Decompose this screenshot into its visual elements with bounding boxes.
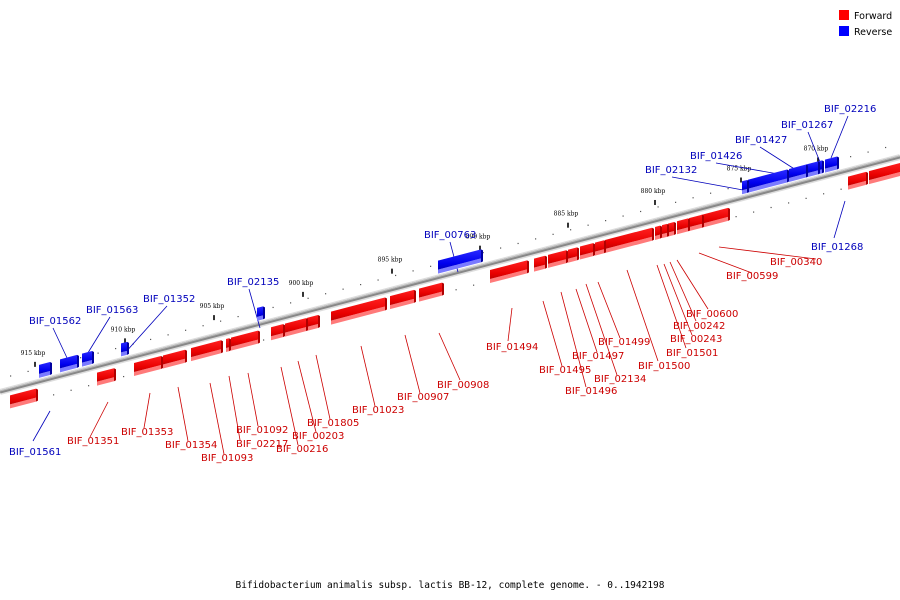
gene-label-bif-02135[interactable]: BIF_02135 (227, 277, 279, 288)
BIF_01427-feature[interactable] (806, 161, 820, 178)
gene-label-bif-00203[interactable]: BIF_00203 (292, 431, 344, 442)
gene-label-bif-01805[interactable]: BIF_01805 (307, 418, 359, 429)
BIF_01805-feature[interactable] (307, 314, 320, 331)
BIF_01563-feature[interactable] (82, 350, 94, 367)
gene-label-bif-01562[interactable]: BIF_01562 (29, 316, 81, 327)
BIF_01497-feature[interactable] (568, 247, 579, 263)
BIF_01352-feature[interactable] (121, 341, 129, 357)
BIF_01353-feature[interactable] (134, 355, 163, 377)
legend-reverse-label: Reverse (854, 27, 892, 38)
gene-label-bif-00242[interactable]: BIF_00242 (673, 321, 725, 332)
legend-forward-label: Forward (854, 11, 892, 22)
gene-label-bif-02132[interactable]: BIF_02132 (645, 165, 697, 176)
BIF_01093-feature[interactable] (191, 340, 223, 362)
gene-label-bif-00763[interactable]: BIF_00763 (424, 230, 476, 241)
gene-label-bif-01352[interactable]: BIF_01352 (143, 294, 195, 305)
tick-label: 895 kbp (378, 257, 403, 264)
gene-label-bif-01497[interactable]: BIF_01497 (572, 351, 624, 362)
tick-label: 910 kbp (111, 326, 136, 333)
gene-label-bif-01494[interactable]: BIF_01494 (486, 342, 538, 353)
genome-caption: Bifidobacterium animalis subsp. lactis B… (236, 580, 665, 591)
BIF_01500-feature[interactable] (605, 227, 654, 254)
gene-label-bif-01267[interactable]: BIF_01267 (781, 120, 833, 131)
gene-label-bif-01426[interactable]: BIF_01426 (690, 151, 742, 162)
gene-label-bif-01354[interactable]: BIF_01354 (165, 440, 217, 451)
gene-label-bif-01092[interactable]: BIF_01092 (236, 425, 288, 436)
tick-label: 875 kbp (727, 166, 752, 173)
BIF_01426-feature[interactable] (789, 164, 808, 182)
tick-label: 885 kbp (554, 211, 579, 218)
gene-label-bif-00216[interactable]: BIF_00216 (276, 444, 328, 455)
BIF_01494-feature[interactable] (490, 260, 529, 284)
BIF_00242-feature[interactable] (668, 222, 676, 237)
gene-label-bif-01023[interactable]: BIF_01023 (352, 405, 404, 416)
BIF_01354-feature[interactable] (163, 349, 187, 369)
BIF_02216-feature[interactable] (825, 156, 839, 173)
BIF_00216-feature[interactable] (271, 324, 285, 341)
tick-label: 900 kbp (289, 280, 314, 287)
gene-label-bif-01499[interactable]: BIF_01499 (598, 337, 650, 348)
legend-forward-swatch (839, 10, 849, 20)
BIF_01496-feature[interactable] (548, 250, 568, 268)
BIF_01351-feature[interactable] (97, 368, 116, 386)
gene-label-bif-00600[interactable]: BIF_00600 (686, 309, 738, 320)
BIF_01499-feature[interactable] (595, 240, 606, 256)
tick-marks: 870 kbp 875 kbp 880 kbp 885 kbp 890 kbp 895 k… (21, 145, 829, 367)
gene-label-bif-01427[interactable]: BIF_01427 (735, 135, 787, 146)
gene-label-bif-01353[interactable]: BIF_01353 (121, 427, 173, 438)
BIF_00340-feature[interactable] (701, 207, 730, 228)
gene-features (10, 156, 900, 409)
BIF_02216b-feature[interactable] (869, 163, 900, 185)
gene-label-bif-00599[interactable]: BIF_00599 (726, 271, 778, 282)
gene-label-bif-00243[interactable]: BIF_00243 (670, 334, 722, 345)
BIF_02132-feature[interactable] (748, 169, 789, 193)
BIF_00243-feature[interactable] (662, 223, 669, 239)
gene-label-bif-00908[interactable]: BIF_00908 (437, 380, 489, 391)
gene-label-bif-00907[interactable]: BIF_00907 (397, 392, 449, 403)
label-leader-lines (32, 115, 849, 455)
tick-label: 915 kbp (21, 350, 46, 357)
BIF_01092-feature[interactable] (231, 330, 260, 351)
gene-label-bif-02217[interactable]: BIF_02217 (236, 439, 288, 450)
BIF_01561b-feature[interactable] (10, 388, 38, 409)
BIF_01268-feature[interactable] (742, 179, 749, 195)
gene-label-bif-01563[interactable]: BIF_01563 (86, 305, 138, 316)
BIF_00203-feature[interactable] (285, 318, 308, 337)
legend: Forward Reverse (839, 10, 892, 38)
BIF_01562-feature[interactable] (60, 354, 79, 373)
legend-reverse-swatch (839, 26, 849, 36)
gene-label-bif-01268[interactable]: BIF_01268 (811, 242, 863, 253)
BIF_02134-feature[interactable] (580, 243, 595, 260)
gene-labels: BIF_02216 BIF_01267 BIF_01427 BIF_01426 BIF_… (9, 104, 876, 464)
gene-label-bif-02216[interactable]: BIF_02216 (824, 104, 876, 115)
gene-label-bif-02134[interactable]: BIF_02134 (594, 374, 646, 385)
BIF_00907-feature[interactable] (390, 289, 416, 310)
BIF_02217-feature[interactable] (226, 338, 231, 352)
tick-label: 880 kbp (641, 188, 666, 195)
gene-label-bif-00340[interactable]: BIF_00340 (770, 257, 822, 268)
BIF_01268b-feature[interactable] (848, 171, 868, 190)
BIF_00763-feature[interactable] (438, 249, 483, 274)
BIF_00600-feature[interactable] (677, 218, 690, 235)
BIF_02135-feature[interactable] (257, 306, 265, 321)
tick-label: 905 kbp (200, 303, 225, 310)
tick-label: 870 kbp (804, 145, 829, 152)
gene-label-bif-01500[interactable]: BIF_01500 (638, 361, 690, 372)
gene-label-bif-01501[interactable]: BIF_01501 (666, 348, 718, 359)
gene-label-bif-01561[interactable]: BIF_01561 (9, 447, 61, 458)
gene-label-bif-01093[interactable]: BIF_01093 (201, 453, 253, 464)
genome-axis (0, 154, 900, 395)
gene-label-bif-01495[interactable]: BIF_01495 (539, 365, 591, 376)
BIF_01495-feature[interactable] (534, 255, 547, 272)
BIF_01023-feature[interactable] (331, 297, 387, 325)
BIF_00599-feature[interactable] (689, 214, 704, 232)
BIF_01501-feature[interactable] (655, 225, 662, 240)
tick-label: 890 kbp (466, 234, 491, 241)
BIF_01561-feature[interactable] (39, 361, 52, 378)
BIF_00908-feature[interactable] (419, 282, 444, 302)
gene-label-bif-01351[interactable]: BIF_01351 (67, 436, 119, 447)
gene-label-bif-01496[interactable]: BIF_01496 (565, 386, 617, 397)
